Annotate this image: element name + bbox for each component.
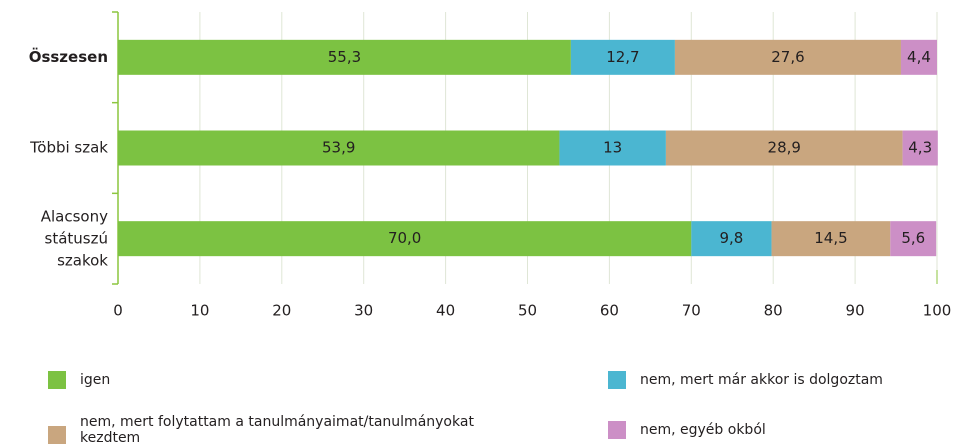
value-label: 27,6 bbox=[771, 48, 804, 66]
bar-segment bbox=[118, 130, 560, 166]
x-tick-label: 50 bbox=[518, 302, 537, 320]
label-line: státuszú bbox=[45, 229, 108, 247]
value-label: 4,4 bbox=[907, 48, 931, 66]
value-label: 70,0 bbox=[388, 229, 421, 247]
bar-segment bbox=[559, 130, 666, 166]
legend-label: nem, mert folytattam a tanulmányaimat/ta… bbox=[80, 414, 474, 446]
y-tick-label: Összesen bbox=[29, 47, 108, 66]
x-tick-label: 70 bbox=[682, 302, 701, 320]
legend-swatch bbox=[608, 421, 626, 439]
bar-segment bbox=[771, 221, 891, 257]
value-label: 14,5 bbox=[814, 229, 847, 247]
legend-item: nem, egyéb okból bbox=[608, 421, 955, 439]
bar-segment bbox=[118, 221, 692, 257]
x-tick-label: 80 bbox=[764, 302, 783, 320]
label-line: szakok bbox=[57, 251, 108, 269]
x-tick-label: 30 bbox=[354, 302, 373, 320]
y-tick-label: Alacsony státuszú szakok bbox=[41, 207, 109, 269]
value-label: 4,3 bbox=[908, 139, 932, 157]
x-tick-label: 100 bbox=[923, 302, 952, 320]
legend-swatch bbox=[48, 426, 66, 444]
bar-segment bbox=[665, 130, 903, 166]
legend-item: nem, mert folytattam a tanulmányaimat/ta… bbox=[48, 414, 478, 446]
value-label: 5,6 bbox=[901, 229, 925, 247]
value-label: 9,8 bbox=[720, 229, 744, 247]
y-tick-label: Többi szak bbox=[29, 139, 108, 157]
legend-item: igen bbox=[48, 371, 478, 389]
legend-label: nem, mert már akkor is dolgoztam bbox=[640, 372, 883, 388]
bar-segment bbox=[900, 39, 937, 75]
bar-segment bbox=[902, 130, 938, 166]
value-label: 28,9 bbox=[768, 139, 801, 157]
value-label: 12,7 bbox=[606, 48, 639, 66]
legend-label: nem, egyéb okból bbox=[640, 422, 766, 438]
value-label: 13 bbox=[603, 139, 622, 157]
legend-item: nem, mert már akkor is dolgoztam bbox=[608, 371, 955, 389]
bar-segment bbox=[674, 39, 901, 75]
legend-swatch bbox=[608, 371, 626, 389]
legend-swatch bbox=[48, 371, 66, 389]
x-tick-label: 10 bbox=[190, 302, 209, 320]
bar-segment bbox=[890, 221, 937, 257]
x-tick-label: 40 bbox=[436, 302, 455, 320]
label-line: Alacsony bbox=[41, 207, 108, 225]
bar-segment bbox=[570, 39, 675, 75]
x-tick-label: 20 bbox=[272, 302, 291, 320]
legend-label: igen bbox=[80, 372, 111, 388]
bar-segment bbox=[691, 221, 772, 257]
value-label: 53,9 bbox=[322, 139, 355, 157]
x-tick-label: 0 bbox=[113, 302, 123, 320]
value-label: 55,3 bbox=[328, 48, 361, 66]
x-tick-label: 90 bbox=[846, 302, 865, 320]
x-tick-label: 60 bbox=[600, 302, 619, 320]
bar-segment bbox=[118, 39, 571, 75]
